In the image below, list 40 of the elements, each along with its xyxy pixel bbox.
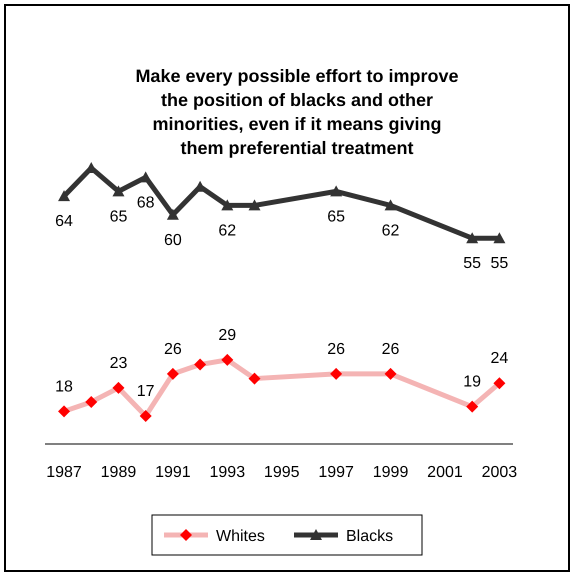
data-label: 65 <box>327 208 346 226</box>
point <box>248 199 261 210</box>
data-label: 64 <box>55 213 74 230</box>
point <box>166 208 179 220</box>
point <box>330 185 342 196</box>
point <box>221 199 234 210</box>
data-label: 68 <box>136 194 155 212</box>
point <box>112 185 124 196</box>
data-label: 62 <box>218 222 236 240</box>
data-label: 24 <box>490 350 508 368</box>
point <box>493 232 506 244</box>
chart-title: Make every possible effort to improve the position of blacks and other minorities, even if it means giving them preferential treatment <box>135 66 459 158</box>
x-tick-label: 2001 <box>427 464 463 481</box>
point <box>58 190 70 202</box>
point <box>384 199 397 210</box>
data-label: 26 <box>382 340 400 358</box>
legend-label: Whites <box>216 528 265 545</box>
data-label: 60 <box>164 232 182 249</box>
x-tick-label: 2003 <box>482 464 518 481</box>
data-label: 19 <box>463 374 482 391</box>
data-label: 55 <box>463 255 482 272</box>
data-label: 23 <box>110 354 128 372</box>
data-label: 18 <box>55 378 74 396</box>
x-tick-label: 1993 <box>210 464 246 481</box>
data-label: 65 <box>110 208 128 226</box>
data-label: 62 <box>382 222 400 240</box>
data-label: 26 <box>164 340 182 358</box>
x-tick-label: 1989 <box>100 464 136 481</box>
x-tick-label: 1991 <box>155 464 191 481</box>
legend-label: Blacks <box>346 528 394 545</box>
data-label: 17 <box>136 383 155 400</box>
data-label: 29 <box>218 326 236 344</box>
data-label: 55 <box>490 255 508 272</box>
x-tick-label: 1995 <box>264 464 300 481</box>
x-tick-label: 1997 <box>318 464 354 481</box>
point <box>140 171 152 182</box>
point <box>466 232 478 244</box>
data-label: 26 <box>327 340 346 358</box>
x-tick-label: 1987 <box>46 464 82 481</box>
x-tick-label: 1999 <box>372 464 408 481</box>
